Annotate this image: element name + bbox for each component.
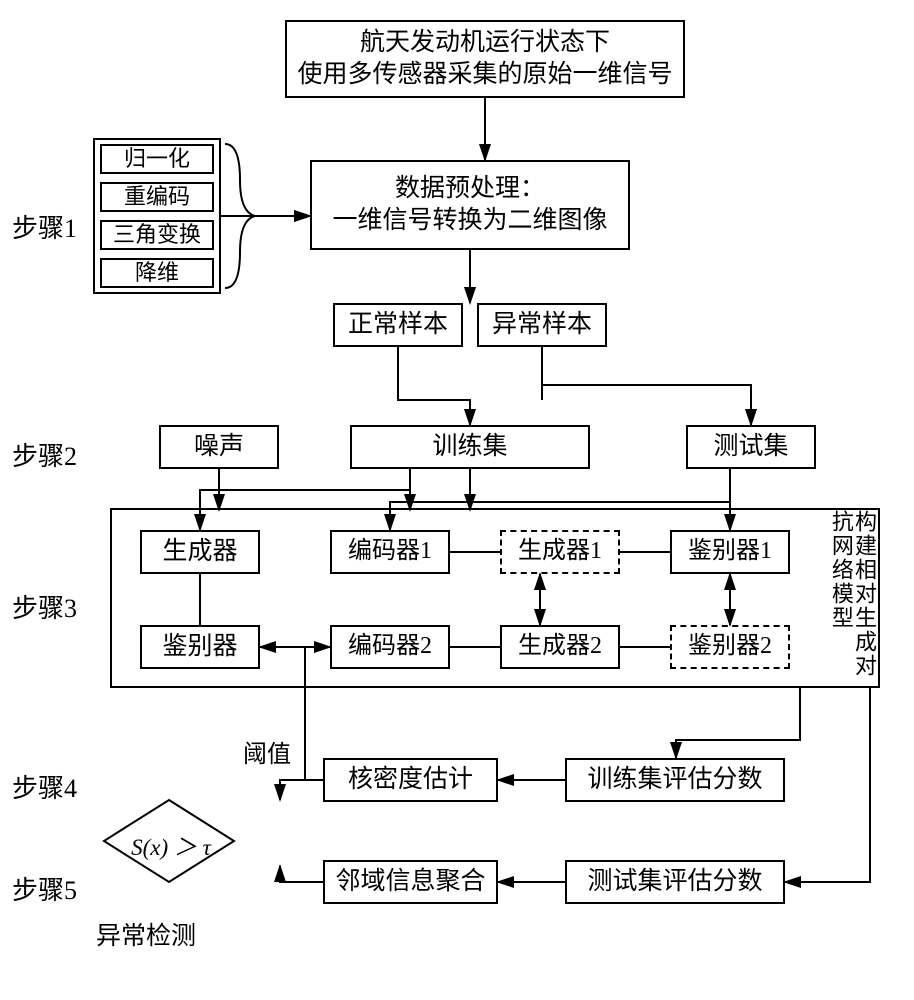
step-4-label: 步骤4 xyxy=(12,768,77,805)
step3-vlabel: 构建相对生成对抗网络模型 xyxy=(828,510,876,686)
diamond-label: S(x) ＞ τ xyxy=(116,828,226,862)
node-discriminator2: 鉴别器2 xyxy=(670,625,790,669)
node-abnormal-sample: 异常样本 xyxy=(477,303,607,347)
side-reencode: 重编码 xyxy=(100,182,214,212)
pre-line2: 一维信号转换为二维图像 xyxy=(332,205,607,238)
node-generator: 生成器 xyxy=(140,530,260,574)
step-3-label: 步骤3 xyxy=(12,588,77,625)
node-normal-sample: 正常样本 xyxy=(333,303,463,347)
node-train-score: 训练集评估分数 xyxy=(565,758,785,802)
node-discriminator: 鉴别器 xyxy=(140,625,260,669)
node-train: 训练集 xyxy=(350,425,590,469)
node-discriminator1: 鉴别器1 xyxy=(670,530,790,574)
node-generator1: 生成器1 xyxy=(500,530,620,574)
node-generator2: 生成器2 xyxy=(500,625,620,669)
node-noise: 噪声 xyxy=(159,425,279,469)
side-dimreduce: 降维 xyxy=(100,258,214,288)
side-triangle: 三角变换 xyxy=(100,220,214,250)
diamond-text: S(x) ＞ τ xyxy=(131,835,211,860)
side-normalize: 归一化 xyxy=(100,144,214,174)
node-neighbor-agg: 邻域信息聚合 xyxy=(323,860,498,904)
node-input-signal: 航天发动机运行状态下 使用多传感器采集的原始一维信号 xyxy=(285,20,685,98)
node-preprocess: 数据预处理： 一维信号转换为二维图像 xyxy=(310,160,630,250)
node-kde: 核密度估计 xyxy=(323,758,498,802)
node-encoder2: 编码器2 xyxy=(330,625,450,669)
pre-line1: 数据预处理： xyxy=(332,173,607,206)
threshold-label: 阈值 xyxy=(243,734,291,769)
step-1-label: 步骤1 xyxy=(12,208,77,245)
step-5-label: 步骤5 xyxy=(12,870,77,907)
node-encoder1: 编码器1 xyxy=(330,530,450,574)
node-input-line2: 使用多传感器采集的原始一维信号 xyxy=(297,59,672,92)
step-2-label: 步骤2 xyxy=(12,436,77,473)
node-test: 测试集 xyxy=(686,425,816,469)
node-input-line1: 航天发动机运行状态下 xyxy=(297,27,672,60)
anomaly-label: 异常检测 xyxy=(96,916,196,952)
node-test-score: 测试集评估分数 xyxy=(565,860,785,904)
